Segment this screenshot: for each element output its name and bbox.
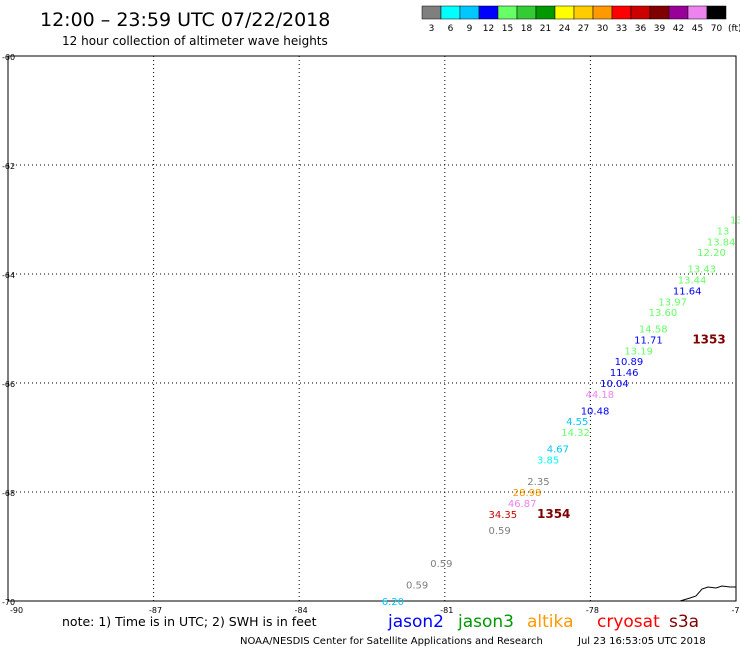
wave-height-label: 14.32 [561, 428, 590, 439]
legend-label: 24 [559, 24, 571, 34]
legend-unit: (ft) [728, 24, 740, 34]
chart-subtitle: 12 hour collection of altimeter wave hei… [62, 34, 328, 48]
y-tick-label: -62 [2, 162, 15, 171]
legend-label: 9 [467, 24, 473, 34]
wave-height-label: 46.87 [508, 499, 537, 510]
legend-label: 36 [635, 24, 647, 34]
wave-height-label: 4.55 [566, 417, 588, 428]
footer-note: note: 1) Time is in UTC; 2) SWH is in fe… [62, 614, 317, 629]
y-tick-label: -64 [2, 271, 15, 280]
legend-label: 6 [448, 24, 454, 34]
wave-height-label: 13.43 [687, 265, 716, 276]
x-tick-label: -84 [295, 606, 308, 615]
wave-height-label: 11.71 [634, 335, 663, 346]
legend-label: 39 [654, 24, 666, 34]
legend-swatch [687, 5, 708, 20]
legend-label: 27 [578, 24, 589, 34]
legend-swatch [611, 5, 632, 20]
x-tick-label: -81 [440, 606, 453, 615]
legend-label: 30 [597, 24, 609, 34]
wave-height-label: 11.46 [610, 368, 639, 379]
wave-height-label: 28.98 [513, 488, 542, 499]
y-tick-label: -60 [2, 53, 15, 62]
wave-height-label: 13 [717, 226, 730, 237]
y-tick-label: -68 [2, 489, 15, 498]
x-tick-label: -75 [731, 606, 740, 615]
legend-swatch [649, 5, 670, 20]
legend-swatch [478, 5, 499, 20]
wave-height-label: 10.04 [600, 379, 629, 390]
legend-swatch [706, 5, 727, 20]
wave-height-label: 13.44 [678, 275, 707, 286]
legend-label: 3 [429, 24, 435, 34]
generated-timestamp: Jul 23 16:53:05 UTC 2018 [577, 636, 706, 647]
pass-number-label: 1353 [692, 332, 725, 346]
legend-label: 15 [502, 24, 513, 34]
wave-height-label: 11.64 [673, 286, 702, 297]
wave-height-label: 12.20 [697, 248, 726, 259]
legend-label: 33 [616, 24, 627, 34]
legend-swatch [535, 5, 556, 20]
wave-height-label: 0.59 [488, 526, 510, 537]
wave-height-label: 44.18 [586, 390, 615, 401]
legend-label: 45 [692, 24, 703, 34]
legend-swatch [668, 5, 689, 20]
wave-height-label: 3.85 [537, 455, 559, 466]
wave-height-label: 13.97 [658, 297, 687, 308]
credit-text: NOAA/NESDIS Center for Satellite Applica… [240, 636, 543, 647]
legend-label: 18 [521, 24, 533, 34]
legend-label: 21 [540, 24, 551, 34]
legend-swatch [497, 5, 518, 20]
satellite-name: s3a [669, 612, 699, 632]
chart-title: 12:00 – 23:59 UTC 07/22/2018 [40, 9, 330, 31]
wave-height-label: 13 [730, 216, 740, 227]
pass-number-label: 1354 [537, 507, 570, 521]
x-tick-label: -90 [10, 606, 23, 615]
axis-ticks: -90 -87 -84 -81 -78 -75 -60 -62 -64 -66 -68 -70 [2, 53, 740, 615]
satellite-name: jason2 [387, 612, 444, 632]
y-tick-label: -66 [2, 380, 15, 389]
legend-label: 70 [711, 24, 723, 34]
wave-height-label: 13.60 [649, 308, 678, 319]
wave-height-label: 4.67 [547, 444, 569, 455]
legend-swatch [592, 5, 613, 20]
plot-frame [7, 55, 737, 602]
legend-label: 12 [483, 24, 494, 34]
wave-height-label: 13.19 [624, 346, 653, 357]
wave-height-label: 10.89 [615, 357, 644, 368]
wave-height-label: 34.35 [488, 510, 517, 521]
coastline [679, 585, 736, 602]
legend-swatch [630, 5, 651, 20]
satellite-name: jason3 [457, 612, 514, 632]
wave-height-label: 2.35 [527, 477, 549, 488]
legend-swatch [459, 5, 480, 20]
legend-swatch [421, 5, 442, 20]
x-tick-label: -87 [149, 606, 162, 615]
y-tick-label: -70 [2, 598, 15, 607]
grid-lines [8, 56, 736, 601]
legend-swatch [554, 5, 575, 20]
wave-height-label: 10.48 [581, 406, 610, 417]
data-points: 131313.8412.2013.4313.4411.6413.9713.601… [382, 216, 740, 609]
wave-height-label: 6.20 [382, 597, 404, 608]
satellite-legend: jason2 jason3 altika cryosat s3a [387, 612, 699, 632]
satellite-name: altika [527, 612, 574, 632]
x-tick-label: -78 [586, 606, 599, 615]
legend-swatch [573, 5, 594, 20]
wave-height-label: 0.59 [430, 559, 452, 570]
legend-label: 42 [673, 24, 684, 34]
satellite-name: cryosat [597, 612, 660, 632]
legend-swatch [516, 5, 537, 20]
legend-swatch [440, 5, 461, 20]
wave-height-label: 13.84 [707, 237, 736, 248]
wave-height-label: 0.59 [406, 581, 428, 592]
wave-height-label: 14.58 [639, 325, 668, 336]
